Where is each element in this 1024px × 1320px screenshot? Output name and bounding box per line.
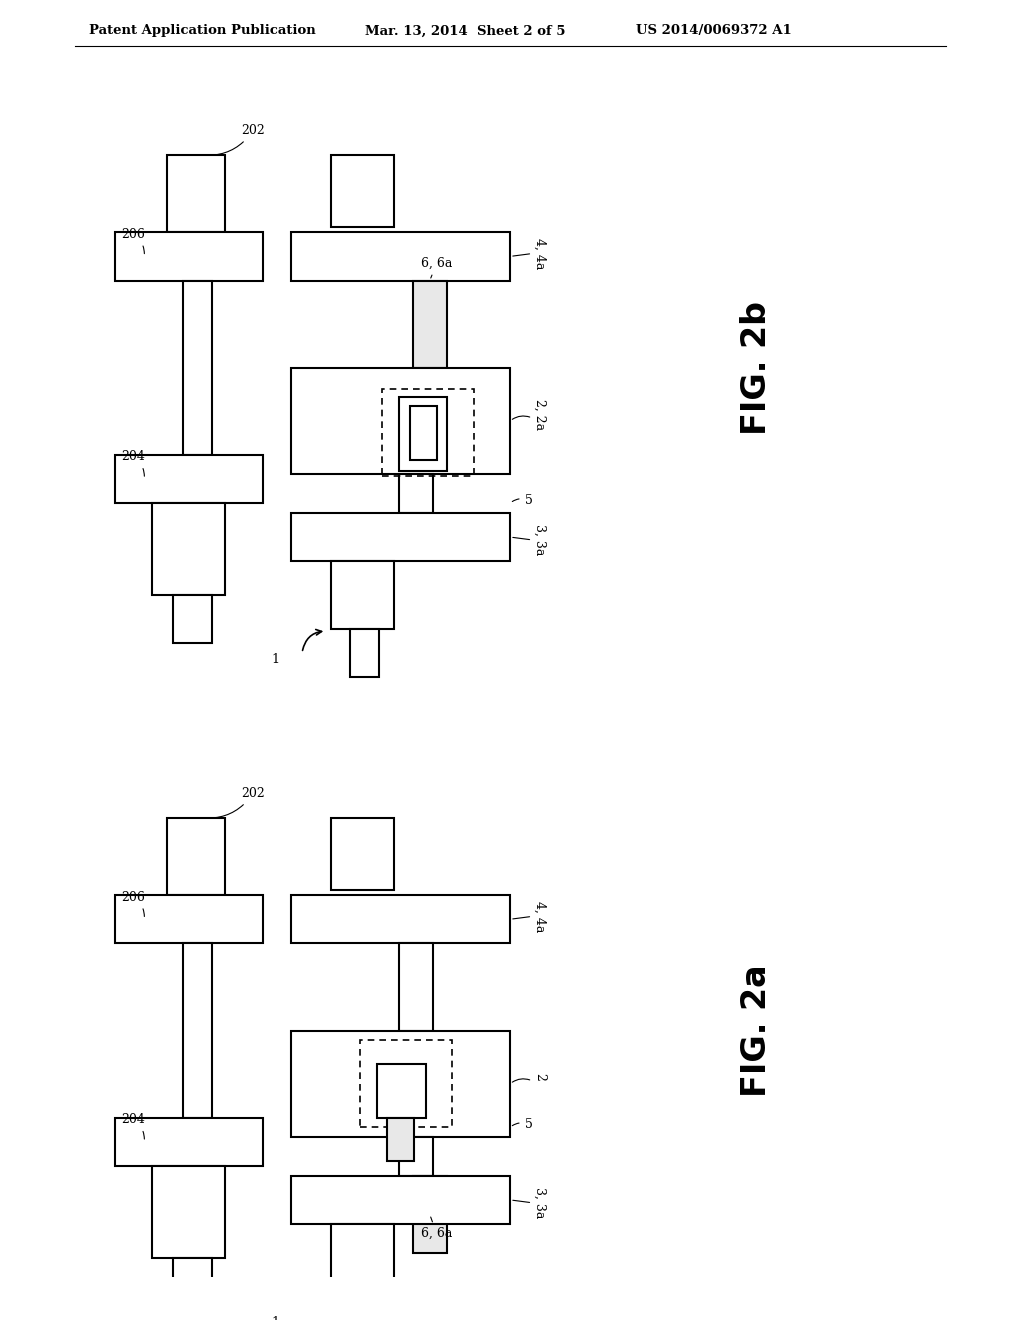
Text: 206: 206 [121,891,145,916]
Text: 206: 206 [121,227,145,253]
Text: 1: 1 [271,1316,280,1320]
Bar [152,503,224,595]
Bar [387,1118,415,1162]
Bar [173,1258,212,1307]
Text: 3, 3a: 3, 3a [534,524,546,556]
Bar [414,281,447,368]
Bar [331,561,394,628]
Bar [183,944,212,1118]
Text: FIG. 2a: FIG. 2a [740,964,773,1097]
Bar [116,455,263,503]
Bar [152,1166,224,1258]
Bar [292,232,510,281]
Text: 4, 4a: 4, 4a [534,900,546,932]
Bar [183,281,212,455]
Bar [414,1176,447,1253]
Bar [411,407,437,459]
Bar [167,817,224,895]
Text: 1: 1 [271,653,280,667]
Bar [116,1118,263,1166]
Bar [378,1064,426,1118]
Bar [350,1292,380,1320]
Bar [116,232,263,281]
Bar [167,154,224,232]
Text: 4, 4a: 4, 4a [534,238,546,269]
Bar [331,817,394,890]
Text: 204: 204 [121,1113,145,1139]
Bar [292,1031,510,1137]
Bar [398,474,433,513]
Bar [292,513,510,561]
Text: 204: 204 [121,450,145,477]
Text: 5: 5 [512,1118,532,1131]
Text: 202: 202 [203,124,265,156]
Bar [398,1137,433,1176]
Bar [173,595,212,643]
Bar [398,944,433,1031]
Bar [331,1224,394,1292]
Bar [382,389,474,477]
Text: 3, 3a: 3, 3a [534,1187,546,1218]
Text: Patent Application Publication: Patent Application Publication [89,25,315,37]
Bar [292,1176,510,1224]
Bar [350,628,380,677]
Text: 2, 2a: 2, 2a [534,399,546,430]
Text: Mar. 13, 2014  Sheet 2 of 5: Mar. 13, 2014 Sheet 2 of 5 [365,25,565,37]
Text: 6, 6a: 6, 6a [421,1217,453,1241]
Bar [292,368,510,474]
Bar [360,1040,452,1127]
Text: 2: 2 [534,1073,546,1081]
Bar [398,397,447,471]
Text: US 2014/0069372 A1: US 2014/0069372 A1 [636,25,792,37]
Text: 202: 202 [203,787,265,818]
Text: 5: 5 [512,494,532,507]
Bar [116,895,263,944]
Text: 6, 6a: 6, 6a [421,256,453,279]
Bar [292,895,510,944]
Bar [331,154,394,227]
Text: FIG. 2b: FIG. 2b [740,301,773,434]
